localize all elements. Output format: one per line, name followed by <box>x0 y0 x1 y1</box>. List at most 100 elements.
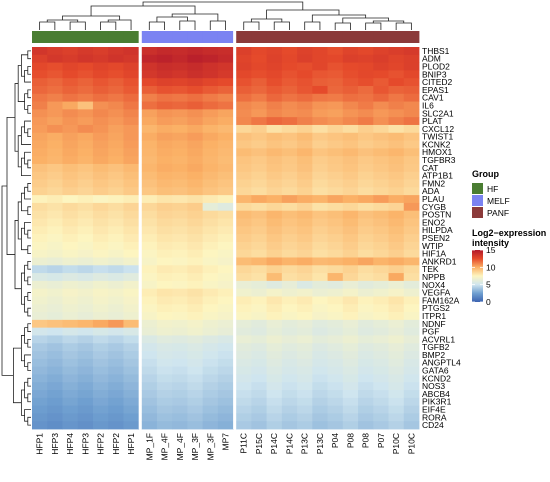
heatmap-cell <box>187 187 204 196</box>
heatmap-cell <box>373 140 389 149</box>
heatmap-cell <box>32 280 48 290</box>
heatmap-cell <box>217 358 234 368</box>
heatmap-cell <box>156 140 173 149</box>
sample-label: MP_3F <box>190 433 200 460</box>
heatmap-cell <box>92 335 109 344</box>
heatmap-cell <box>187 257 204 266</box>
heatmap-cell <box>47 202 63 212</box>
heatmap-cell <box>108 202 124 212</box>
heatmap-cell <box>62 117 79 126</box>
heatmap-cell <box>32 413 48 422</box>
gene-label: THBS1 <box>422 46 450 56</box>
heatmap-cell <box>281 319 298 329</box>
heatmap-cell <box>92 140 109 149</box>
gene-label: NDNF <box>422 319 446 329</box>
heatmap-cell <box>123 109 140 118</box>
heatmap-cell <box>172 47 188 56</box>
heatmap-cell <box>281 280 298 290</box>
heatmap-cell <box>251 101 267 110</box>
heatmap-cell <box>388 226 405 235</box>
heatmap-cell <box>312 124 328 134</box>
heatmap-cell <box>47 280 63 290</box>
group-annotation-cell <box>297 31 313 43</box>
heatmap-cell <box>217 101 234 110</box>
heatmap-cell <box>388 241 405 251</box>
heatmap-cell <box>297 109 313 118</box>
heatmap-cell <box>202 421 219 430</box>
heatmap-cell <box>312 70 328 79</box>
heatmap-cell <box>123 132 140 141</box>
heatmap-cell <box>156 210 173 219</box>
heatmap-cell <box>251 319 267 329</box>
heatmap-cell <box>47 397 63 407</box>
heatmap-cell <box>47 101 63 110</box>
heatmap-cell <box>47 351 63 360</box>
group-annotation-cell <box>266 31 283 43</box>
heatmap-cell <box>327 319 344 329</box>
heatmap-cell <box>281 109 298 118</box>
heatmap-cell <box>108 210 124 219</box>
heatmap-cell <box>141 374 158 383</box>
gene-label: EPAS1 <box>422 85 449 95</box>
heatmap-cell <box>217 234 234 243</box>
heatmap-cell <box>187 148 204 157</box>
heatmap-cell <box>403 62 420 71</box>
heatmap-cell <box>187 304 204 313</box>
heatmap-cell <box>202 101 219 110</box>
heatmap-cell <box>123 218 140 227</box>
heatmap-cell <box>403 319 420 329</box>
heatmap-cell <box>373 117 389 126</box>
heatmap-cell <box>141 312 158 321</box>
heatmap-cell <box>403 132 420 141</box>
row-dendrogram-branch <box>27 105 31 114</box>
heatmap-cell <box>342 397 359 407</box>
heatmap-cell <box>156 249 173 258</box>
heatmap-cell <box>141 358 158 368</box>
heatmap-cell <box>266 140 283 149</box>
heatmap-cell <box>108 366 124 375</box>
heatmap-cell <box>358 374 374 383</box>
row-dendrogram-branch <box>27 362 31 371</box>
heatmap-cell <box>403 171 420 180</box>
heatmap-cell <box>77 70 94 79</box>
heatmap-cell <box>281 148 298 157</box>
heatmap-cell <box>108 132 124 141</box>
heatmap-cell <box>47 312 63 321</box>
heatmap-cell <box>108 327 124 336</box>
column-dendrogram-branch <box>365 22 382 30</box>
heatmap-cell <box>297 163 313 173</box>
heatmap-cell <box>403 397 420 407</box>
color-tick-label: 5 <box>486 280 491 290</box>
gene-label: ITPR1 <box>422 311 446 321</box>
heatmap-cell <box>217 397 234 407</box>
heatmap-cell <box>266 109 283 118</box>
heatmap-cell <box>251 85 267 95</box>
heatmap-cell <box>62 405 79 414</box>
heatmap-cell <box>373 397 389 407</box>
heatmap-cell <box>187 296 204 305</box>
heatmap-cell <box>32 249 48 258</box>
heatmap-cell <box>217 171 234 180</box>
heatmap-cell <box>62 202 79 212</box>
heatmap-cell <box>281 241 298 251</box>
heatmap-cell <box>156 148 173 157</box>
group-annotation-cell <box>156 31 173 43</box>
heatmap-cell <box>77 54 94 63</box>
row-dendrogram-branch <box>21 335 25 362</box>
sample-label: P13C <box>300 433 310 454</box>
heatmap-cell <box>156 179 173 188</box>
heatmap-cell <box>141 234 158 243</box>
group-annotation-cell <box>141 31 158 43</box>
heatmap-cell <box>108 335 124 344</box>
heatmap-cell <box>373 265 389 274</box>
heatmap-cell <box>172 374 188 383</box>
heatmap-cell <box>251 312 267 321</box>
heatmap-cell <box>123 366 140 375</box>
heatmap-cell <box>172 124 188 134</box>
heatmap-cell <box>403 101 420 110</box>
heatmap-cell <box>141 132 158 141</box>
heatmap-cell <box>236 397 252 407</box>
heatmap-cell <box>251 163 267 173</box>
heatmap-cell <box>266 117 283 126</box>
heatmap-cell <box>281 124 298 134</box>
